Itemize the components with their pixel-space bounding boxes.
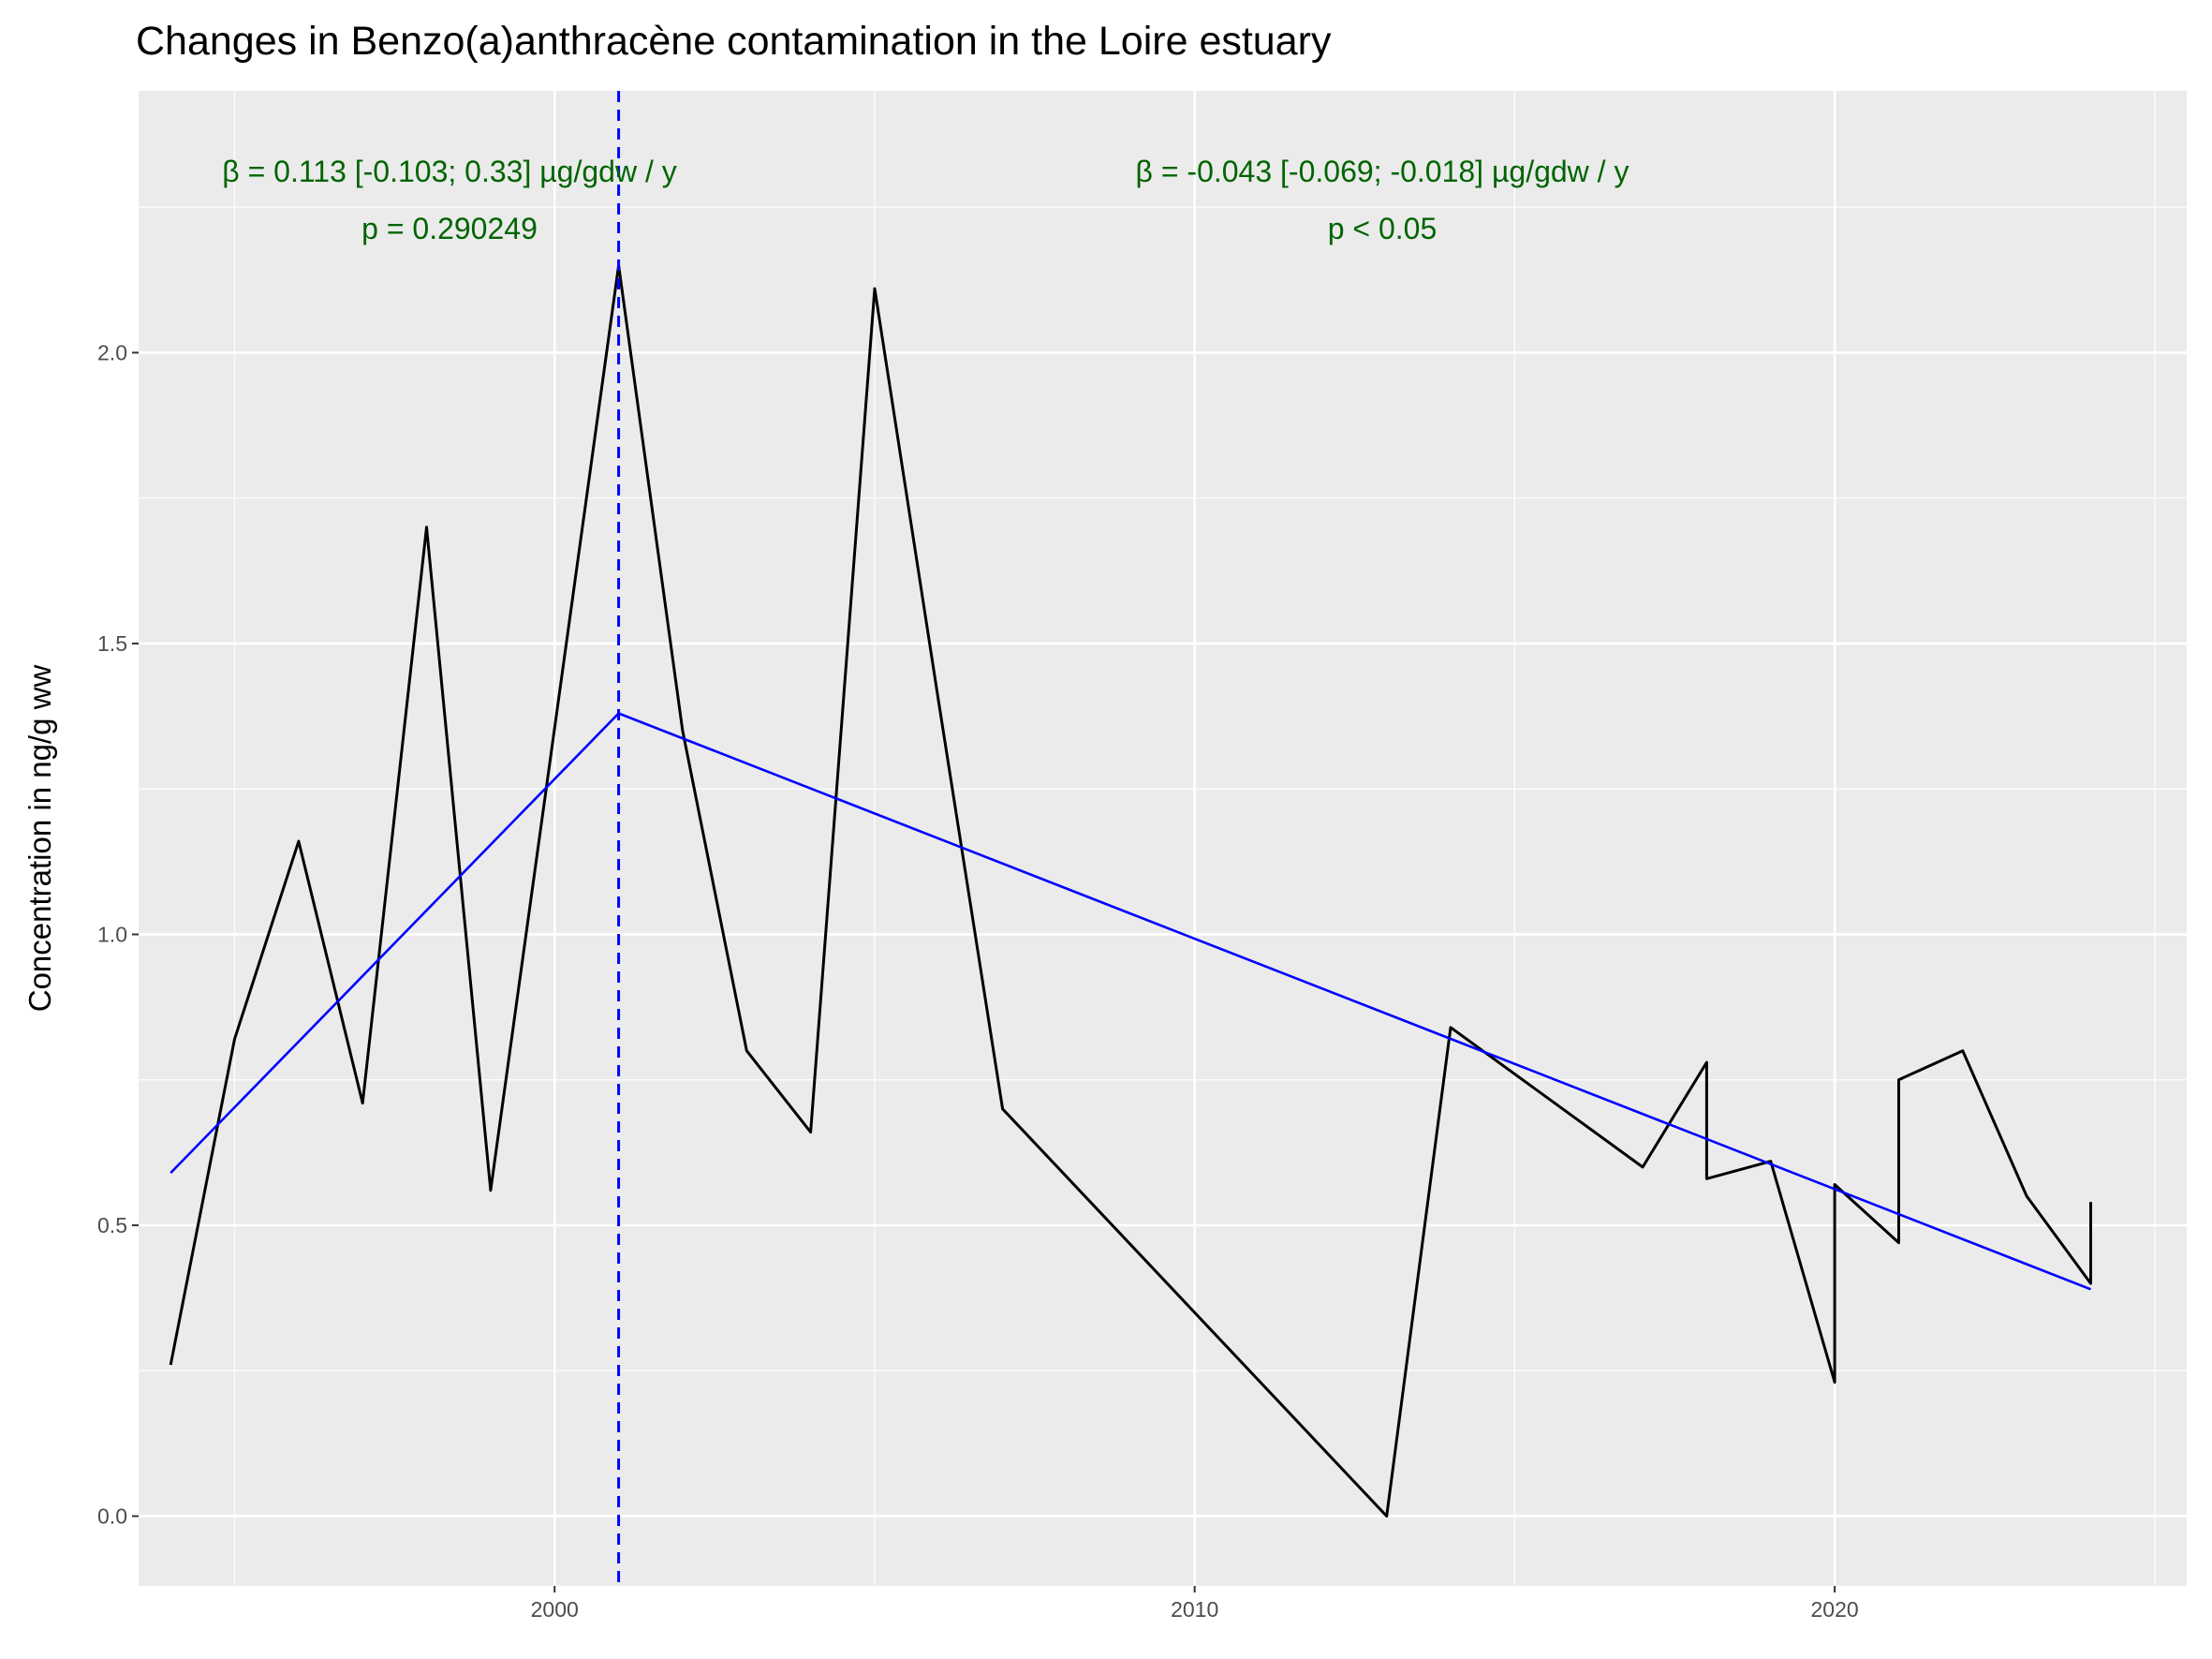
y-tick-label: 2.0 [97, 340, 127, 364]
annotation-p-value: p = 0.290249 [361, 212, 538, 245]
y-tick-label: 0.0 [97, 1503, 127, 1528]
y-axis-title: Concentration in ng/g ww [22, 665, 57, 1013]
annotation-beta: β = 0.113 [-0.103; 0.33] µg/gdw / y [222, 155, 676, 188]
series-layer [169, 91, 2092, 1586]
y-tick-label: 0.5 [97, 1213, 127, 1237]
annotations: β = 0.113 [-0.103; 0.33] µg/gdw / y p = 0… [222, 155, 1629, 245]
x-tick-label: 2020 [1811, 1597, 1859, 1622]
x-tick-label: 2010 [1171, 1597, 1218, 1622]
annotation-beta: β = -0.043 [-0.069; -0.018] µg/gdw / y [1136, 155, 1630, 188]
y-tick-label: 1.5 [97, 631, 127, 656]
concentration-line [169, 263, 2092, 1518]
plot-panel [139, 91, 2187, 1586]
x-tick-label: 2000 [531, 1597, 579, 1622]
major-gridlines [139, 91, 2187, 1586]
axis-ticks: 2000 2010 2020 0.0 0.5 1.0 1.5 2.0 [97, 340, 1859, 1622]
y-tick-label: 1.0 [97, 922, 127, 946]
chart-title: Changes in Benzo(a)anthracène contaminat… [136, 19, 1332, 64]
annotation-p-value: p < 0.05 [1328, 212, 1438, 245]
